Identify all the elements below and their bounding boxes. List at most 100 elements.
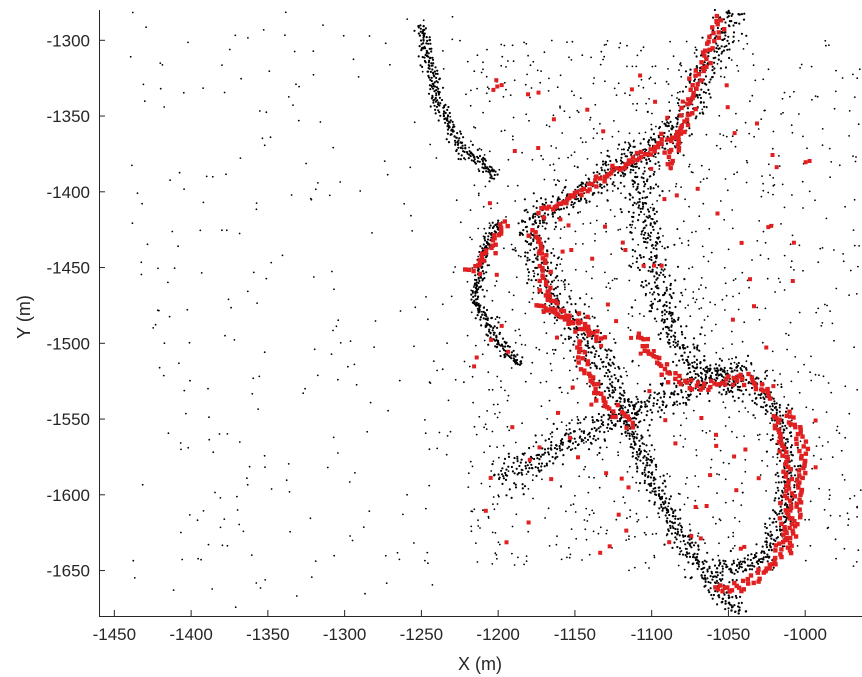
- data-point: [579, 137, 582, 139]
- data-point: [516, 460, 519, 463]
- data-point: [649, 76, 652, 79]
- data-point: [428, 484, 431, 487]
- data-point: [553, 294, 556, 297]
- data-point: [789, 446, 793, 449]
- data-point: [781, 545, 785, 548]
- data-point: [498, 411, 501, 414]
- data-point: [455, 148, 458, 151]
- data-point: [631, 196, 634, 199]
- data-point: [433, 90, 436, 93]
- data-point: [740, 368, 743, 371]
- data-point: [617, 148, 619, 150]
- data-point: [652, 402, 655, 405]
- data-point: [692, 555, 695, 558]
- data-point: [559, 201, 564, 206]
- data-point: [487, 371, 490, 374]
- data-point: [787, 516, 793, 521]
- data-point: [136, 192, 139, 195]
- data-point: [521, 473, 524, 476]
- data-point: [549, 433, 552, 435]
- data-point: [485, 170, 488, 173]
- data-point: [563, 110, 566, 113]
- data-point: [628, 94, 631, 97]
- data-point: [633, 181, 636, 184]
- data-point: [708, 60, 713, 66]
- data-point: [794, 441, 799, 446]
- data-point: [638, 149, 644, 155]
- data-point: [661, 501, 665, 504]
- data-point: [528, 218, 531, 221]
- data-point: [730, 382, 736, 387]
- data-point: [659, 332, 663, 335]
- data-point: [665, 310, 668, 313]
- data-point: [785, 407, 788, 410]
- data-point: [668, 312, 671, 315]
- data-point: [223, 518, 226, 520]
- data-point: [758, 220, 761, 222]
- data-point: [670, 325, 673, 328]
- data-point: [493, 508, 496, 511]
- data-point: [424, 27, 427, 30]
- data-point: [694, 376, 697, 379]
- data-point: [368, 35, 371, 37]
- data-point: [474, 274, 477, 277]
- data-point: [688, 378, 694, 383]
- data-point: [597, 176, 603, 181]
- data-point: [473, 155, 476, 159]
- data-point: [569, 439, 572, 442]
- data-point: [230, 306, 233, 309]
- data-point: [610, 414, 615, 419]
- data-point: [757, 562, 760, 565]
- data-point: [635, 462, 638, 465]
- data-point: [745, 159, 748, 162]
- data-point: [766, 393, 771, 399]
- data-point: [588, 385, 591, 388]
- data-point: [539, 251, 544, 256]
- data-point: [781, 469, 786, 474]
- data-point: [686, 107, 690, 110]
- data-point: [679, 493, 681, 495]
- data-point: [507, 455, 511, 458]
- data-point: [585, 361, 590, 367]
- data-point: [817, 261, 820, 264]
- data-point: [532, 238, 535, 241]
- data-point: [532, 192, 535, 195]
- data-point: [764, 566, 769, 571]
- data-point: [357, 76, 360, 78]
- data-point: [784, 537, 790, 543]
- data-point: [508, 345, 511, 348]
- data-point: [617, 82, 620, 85]
- data-point: [656, 242, 659, 245]
- data-point: [844, 205, 846, 208]
- data-point: [631, 248, 634, 252]
- data-point: [740, 376, 745, 382]
- data-point: [799, 464, 802, 467]
- data-point: [679, 90, 681, 93]
- data-point: [482, 509, 484, 512]
- data-point: [812, 408, 814, 411]
- data-point: [737, 70, 740, 72]
- data-point: [782, 111, 784, 114]
- data-point: [627, 313, 630, 315]
- data-point: [682, 129, 687, 135]
- data-point: [657, 232, 660, 235]
- data-point: [640, 437, 643, 440]
- data-point: [642, 177, 645, 180]
- data-point: [140, 273, 143, 276]
- data-point: [492, 503, 494, 506]
- data-point: [708, 591, 711, 594]
- data-point: [589, 116, 592, 119]
- data-point: [767, 566, 772, 571]
- data-point: [557, 197, 560, 200]
- data-point: [648, 450, 651, 452]
- data-point: [756, 434, 759, 437]
- data-point: [567, 313, 572, 318]
- data-point: [738, 606, 741, 609]
- data-point: [744, 121, 747, 124]
- data-point: [606, 529, 608, 532]
- data-point: [359, 190, 362, 192]
- data-point: [477, 525, 480, 527]
- data-point: [648, 434, 651, 437]
- data-point: [172, 589, 175, 591]
- data-point: [627, 399, 630, 402]
